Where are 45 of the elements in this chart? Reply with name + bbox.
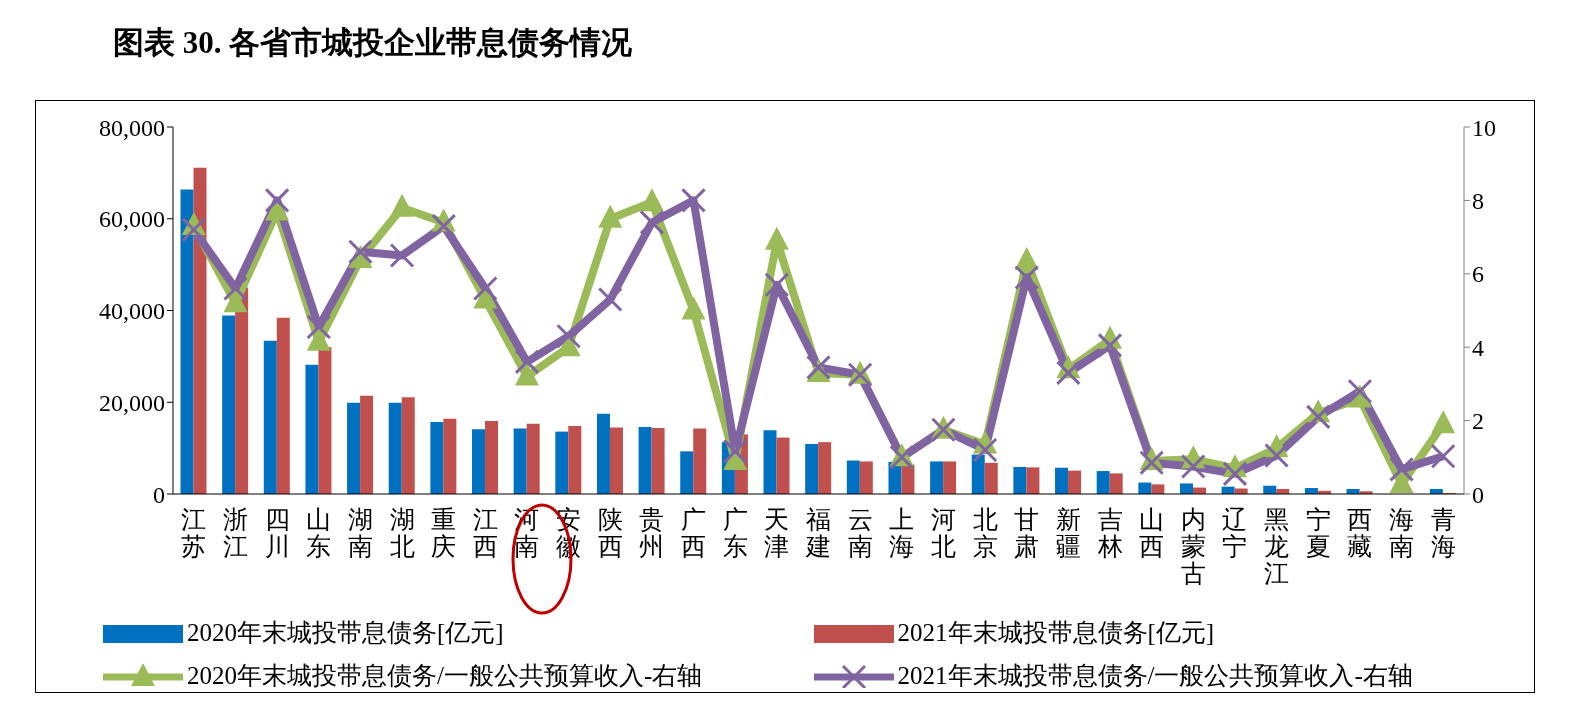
x-tick-label: 内蒙古 bbox=[1180, 506, 1206, 587]
y2-tick-label: 2 bbox=[1472, 408, 1484, 435]
y2-tick-label: 8 bbox=[1472, 187, 1484, 214]
legend-label: 2020年末城投带息债务/一般公共预算收入-右轴 bbox=[187, 661, 703, 691]
y-tick-label: 20,000 bbox=[99, 389, 165, 416]
y-tick-label: 0 bbox=[153, 481, 165, 508]
y2-tick-label: 6 bbox=[1472, 261, 1484, 288]
y2-tick-label: 4 bbox=[1472, 334, 1484, 361]
x-tick-label: 上海 bbox=[889, 506, 915, 560]
x-tick-label: 山东 bbox=[306, 506, 332, 560]
x-tick-label: 黑龙江 bbox=[1264, 506, 1290, 587]
y2-tick-label: 0 bbox=[1472, 481, 1484, 508]
x-tick-label: 贵州 bbox=[639, 506, 665, 560]
x-tick-label: 浙江 bbox=[222, 506, 248, 560]
x-tick-label: 海南 bbox=[1389, 506, 1415, 560]
y-tick-label: 80,000 bbox=[99, 114, 165, 141]
y-tick-label: 60,000 bbox=[99, 206, 165, 233]
x-tick-label: 湖北 bbox=[389, 506, 415, 560]
y2-tick-label: 10 bbox=[1472, 114, 1496, 141]
x-tick-label: 辽宁 bbox=[1222, 506, 1248, 560]
x-tick-label: 福建 bbox=[805, 506, 831, 560]
x-tick-label: 宁夏 bbox=[1305, 506, 1331, 560]
x-tick-label: 广东 bbox=[722, 506, 748, 560]
x-tick-label: 云南 bbox=[847, 506, 873, 560]
x-tick-label: 河北 bbox=[930, 506, 956, 560]
y-tick-label: 40,000 bbox=[99, 298, 165, 325]
chart-title: 图表 30. 各省市城投企业带息债务情况 bbox=[113, 24, 633, 62]
x-tick-label: 北京 bbox=[972, 506, 998, 560]
x-tick-label: 青海 bbox=[1430, 506, 1456, 560]
legend-label: 2021年末城投带息债务[亿元] bbox=[897, 618, 1215, 648]
x-tick-label: 山西 bbox=[1139, 506, 1165, 560]
x-tick-label: 天津 bbox=[764, 506, 790, 560]
legend-label: 2021年末城投带息债务/一般公共预算收入-右轴 bbox=[897, 661, 1413, 691]
x-tick-label: 新疆 bbox=[1055, 506, 1081, 560]
x-tick-label: 湖南 bbox=[347, 506, 373, 560]
x-tick-label: 甘肃 bbox=[1014, 506, 1040, 560]
x-tick-label: 四川 bbox=[264, 506, 290, 560]
x-tick-label: 西藏 bbox=[1347, 506, 1373, 560]
x-tick-label: 陕西 bbox=[597, 506, 623, 560]
x-tick-label: 江苏 bbox=[181, 506, 207, 560]
legend-label: 2020年末城投带息债务[亿元] bbox=[187, 618, 504, 648]
x-tick-label: 广西 bbox=[681, 506, 707, 560]
x-tick-label: 吉林 bbox=[1096, 506, 1123, 560]
x-tick-label: 江西 bbox=[472, 506, 498, 560]
x-tick-label: 重庆 bbox=[431, 506, 457, 560]
